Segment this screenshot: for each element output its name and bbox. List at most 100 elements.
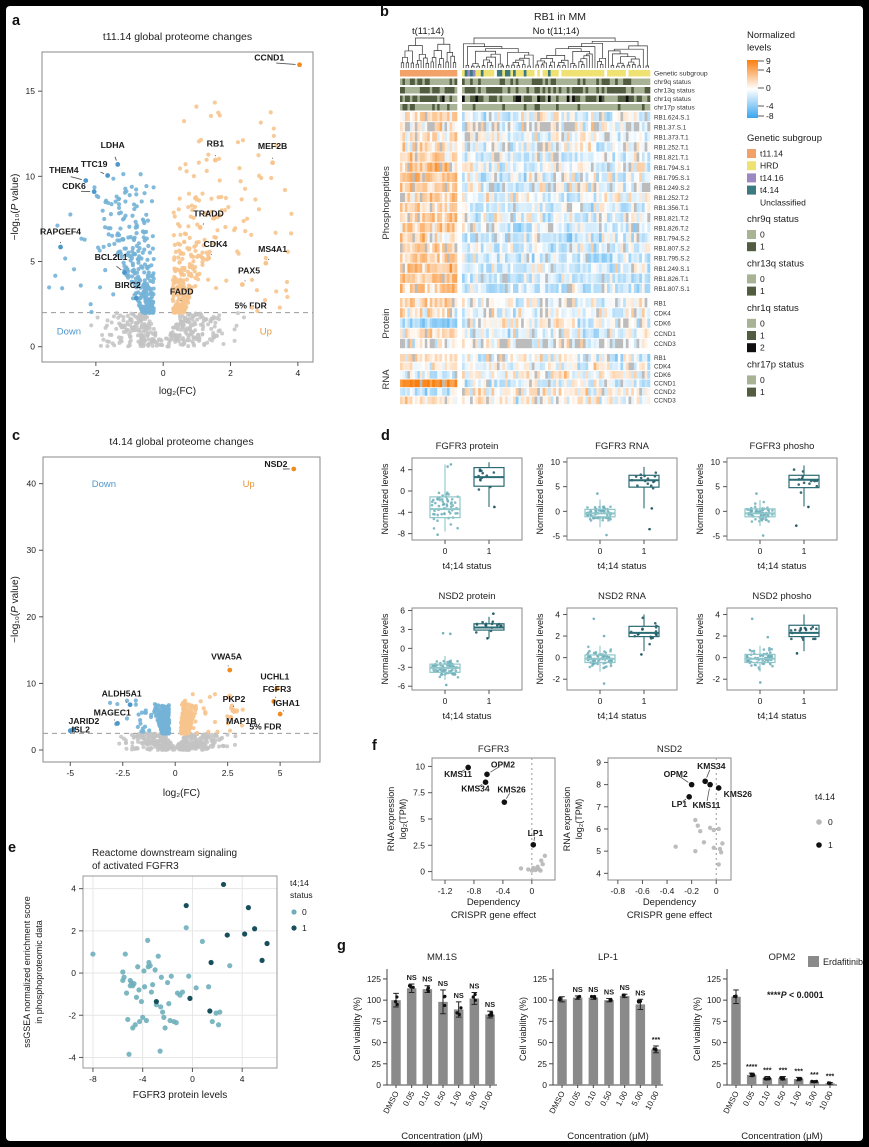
svg-text:15: 15 <box>26 86 36 96</box>
svg-text:RB1.807.S.2: RB1.807.S.2 <box>654 246 690 253</box>
svg-text:RB1.821.T.1: RB1.821.T.1 <box>654 155 689 162</box>
svg-text:RB1 in MM: RB1 in MM <box>534 11 586 23</box>
svg-text:chr1q status: chr1q status <box>747 303 799 314</box>
svg-text:chr1q status: chr1q status <box>654 96 692 103</box>
svg-text:FADD: FADD <box>170 287 194 297</box>
svg-text:Unclassified: Unclassified <box>760 197 806 207</box>
svg-text:t11.14 global proteome changes: t11.14 global proteome changes <box>103 31 252 43</box>
svg-text:4: 4 <box>295 368 300 378</box>
svg-text:t(11;14): t(11;14) <box>412 26 444 37</box>
svg-text:10: 10 <box>26 171 36 181</box>
svg-text:chr13q status: chr13q status <box>654 88 695 95</box>
svg-text:CDK4: CDK4 <box>654 311 671 318</box>
svg-text:TTC19: TTC19 <box>81 159 108 169</box>
svg-text:9: 9 <box>766 56 771 66</box>
svg-text:t4.14 global proteome changes: t4.14 global proteome changes <box>109 436 253 448</box>
svg-text:0: 0 <box>161 368 166 378</box>
svg-text:BCL2L1: BCL2L1 <box>95 252 128 262</box>
svg-text:40: 40 <box>27 479 37 489</box>
panel-e-label: e <box>8 840 17 856</box>
svg-text:RB1.373.T.1: RB1.373.T.1 <box>654 134 689 141</box>
svg-text:Genetic subgroup: Genetic subgroup <box>654 71 708 78</box>
svg-text:LDHA: LDHA <box>101 140 126 150</box>
panel-a-label: a <box>12 13 21 29</box>
svg-text:4: 4 <box>766 65 771 75</box>
svg-text:RB1.807.S.1: RB1.807.S.1 <box>654 286 690 293</box>
svg-text:No t(11;14): No t(11;14) <box>533 26 580 37</box>
svg-text:-2.5: -2.5 <box>115 768 130 778</box>
svg-text:log₂(FC): log₂(FC) <box>163 788 200 799</box>
panel-d-label: d <box>381 428 390 444</box>
svg-text:RAPGEF4: RAPGEF4 <box>40 226 81 236</box>
svg-text:RB1: RB1 <box>654 355 667 362</box>
svg-text:1: 1 <box>760 286 765 296</box>
panel-c-volcano-chart: t4.14 global proteome changes 0 10 20 30 40 -5… <box>10 436 321 799</box>
svg-text:CCND3: CCND3 <box>654 398 676 405</box>
panel-c-label: c <box>12 428 21 444</box>
svg-text:Normalized: Normalized <box>747 30 795 41</box>
svg-text:chr9q status: chr9q status <box>654 79 692 86</box>
svg-text:CDK4: CDK4 <box>654 364 671 371</box>
svg-text:t4.14: t4.14 <box>760 185 779 195</box>
svg-text:RB1.356.T.1: RB1.356.T.1 <box>654 205 689 212</box>
svg-text:20: 20 <box>27 612 37 622</box>
svg-text:chr13q status: chr13q status <box>747 258 804 269</box>
svg-text:5% FDR: 5% FDR <box>235 301 267 311</box>
svg-text:2: 2 <box>228 368 233 378</box>
svg-text:0: 0 <box>760 375 765 385</box>
svg-text:CCND1: CCND1 <box>654 331 676 338</box>
svg-text:Down: Down <box>57 327 81 338</box>
svg-text:0: 0 <box>760 274 765 284</box>
svg-text:0: 0 <box>760 318 765 328</box>
svg-text:RB1.794.S.1: RB1.794.S.1 <box>654 165 690 172</box>
panel-b-heatmap-chart: RB1 in MM t(11;14) No t(11;14) Genetic subg… <box>381 11 822 405</box>
svg-text:RB1.826.T.2: RB1.826.T.2 <box>654 225 689 232</box>
svg-text:CCND1: CCND1 <box>254 53 284 63</box>
svg-text:CCND2: CCND2 <box>654 389 676 396</box>
svg-text:10: 10 <box>27 678 37 688</box>
svg-text:THEM4: THEM4 <box>49 165 79 175</box>
svg-text:MS4A1: MS4A1 <box>258 244 287 254</box>
svg-text:CDK6: CDK6 <box>654 321 671 328</box>
panel-a-volcano-chart: t11.14 global proteome changes 0 5 10 15 -2 0 2… <box>10 31 314 397</box>
svg-text:t11.14: t11.14 <box>760 149 783 159</box>
svg-text:−log₁₀(P value): −log₁₀(P value) <box>10 576 21 643</box>
svg-text:RB1.826.T.1: RB1.826.T.1 <box>654 276 689 283</box>
panel-b-label: b <box>380 4 389 20</box>
svg-text:RB1.252.T.2: RB1.252.T.2 <box>654 195 689 202</box>
svg-text:levels: levels <box>747 43 772 54</box>
svg-text:Up: Up <box>260 327 272 338</box>
panel-g-label: g <box>337 938 346 954</box>
svg-text:0: 0 <box>31 745 36 755</box>
svg-text:Phosphopeptides: Phosphopeptides <box>381 166 392 240</box>
svg-text:1: 1 <box>760 331 765 341</box>
svg-text:CCND3: CCND3 <box>654 341 676 348</box>
svg-text:chr17p status: chr17p status <box>747 359 804 370</box>
svg-text:CDK6: CDK6 <box>62 181 86 191</box>
svg-text:-8: -8 <box>766 111 774 121</box>
svg-text:30: 30 <box>27 545 37 555</box>
svg-text:1: 1 <box>760 242 765 252</box>
svg-text:5% FDR: 5% FDR <box>249 721 281 731</box>
svg-text:RB1.37.S.1: RB1.37.S.1 <box>654 124 687 131</box>
svg-text:PAX5: PAX5 <box>238 265 260 275</box>
svg-text:HRD: HRD <box>760 161 778 171</box>
svg-text:t14.16: t14.16 <box>760 173 784 183</box>
svg-text:1: 1 <box>760 387 765 397</box>
svg-text:TRADD: TRADD <box>193 208 223 218</box>
svg-text:CCND1: CCND1 <box>654 381 676 388</box>
svg-text:-2: -2 <box>92 368 100 378</box>
svg-text:CDK6: CDK6 <box>654 372 671 379</box>
svg-text:0: 0 <box>766 83 771 93</box>
svg-text:RB1.624.S.1: RB1.624.S.1 <box>654 114 690 121</box>
svg-text:CDK4: CDK4 <box>204 239 228 249</box>
svg-text:RB1.795.S.1: RB1.795.S.1 <box>654 175 690 182</box>
svg-text:Genetic subgroup: Genetic subgroup <box>747 133 822 144</box>
svg-text:log₂(FC): log₂(FC) <box>159 386 196 397</box>
svg-text:-5: -5 <box>66 768 74 778</box>
svg-text:RB1.794.S.2: RB1.794.S.2 <box>654 235 690 242</box>
